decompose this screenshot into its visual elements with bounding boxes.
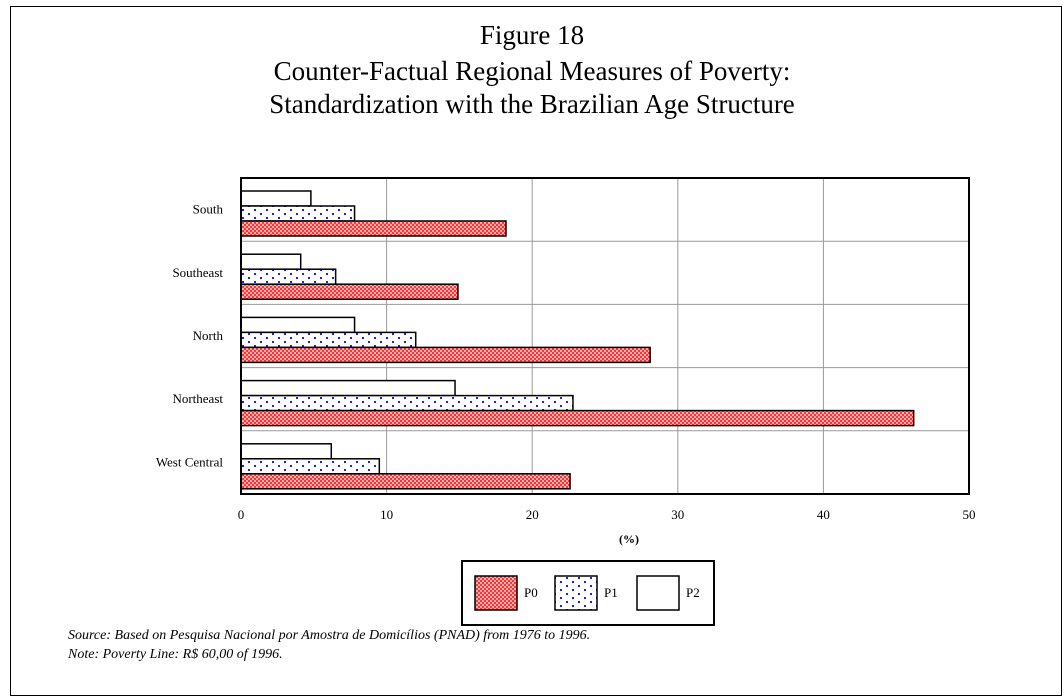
bar-p2-north — [240, 316, 356, 334]
legend-swatch-p1 — [554, 575, 598, 611]
figure-label: Figure 18 — [479, 20, 585, 50]
bar-p0-north — [240, 346, 651, 364]
x-tick-label: 10 — [380, 507, 393, 522]
x-tick-label: 30 — [671, 507, 684, 522]
legend-swatch-p0 — [474, 575, 518, 611]
x-tick-label: 20 — [526, 507, 539, 522]
figure-title-line-1: Counter-Factual Regional Measures of Pov… — [273, 56, 791, 86]
figure-title-line-2: Standardization with the Brazilian Age S… — [269, 89, 795, 119]
x-axis-label: (%) — [619, 532, 639, 546]
y-tick-label: West Central — [156, 454, 224, 469]
bar-p1-north — [240, 331, 417, 349]
plot-border — [240, 177, 970, 495]
bar-p2-south — [240, 190, 312, 207]
y-tick-label: Northeast — [172, 391, 223, 406]
bar-chart: 0 10 20 30 40 50 South Southeast North Northeast W… — [156, 177, 976, 626]
bar-p1-northeast — [240, 394, 574, 412]
legend: P0 P1 P2 — [461, 560, 715, 626]
bar-p0-west-central — [240, 473, 571, 490]
bar-p0-southeast — [240, 283, 459, 300]
bar-p2-west-central — [240, 443, 333, 460]
x-tick-label: 0 — [238, 507, 245, 522]
legend-label-p1: P1 — [604, 585, 618, 600]
bar-p1-southeast — [240, 268, 337, 285]
y-tick-label: South — [193, 202, 224, 217]
bar-p0-south — [240, 220, 507, 237]
source-note: Source: Based on Pesquisa Nacional por A… — [68, 628, 591, 643]
bar-p2-northeast — [240, 379, 456, 397]
bar-p1-west-central — [240, 458, 381, 475]
x-tick-label: 50 — [963, 507, 976, 522]
bar-p2-southeast — [240, 253, 302, 270]
poverty-line-note: Note: Poverty Line: R$ 60,00 of 1996. — [68, 647, 283, 662]
bar-p1-south — [240, 205, 356, 222]
legend-label-p0: P0 — [524, 585, 538, 600]
legend-label-p2: P2 — [686, 585, 700, 600]
x-tick-label: 40 — [817, 507, 830, 522]
y-tick-label: North — [193, 328, 224, 343]
y-tick-label: Southeast — [172, 265, 223, 280]
plot-area: 0 10 20 30 40 50 South Southeast North Northeast W… — [156, 177, 976, 546]
legend-swatch-p2 — [636, 575, 680, 611]
bar-p0-northeast — [240, 409, 915, 427]
